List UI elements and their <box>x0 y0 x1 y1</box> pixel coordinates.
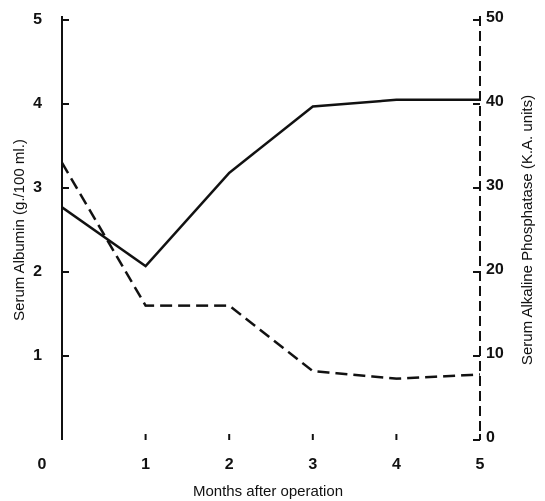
y-tick-label: 5 <box>33 11 42 28</box>
y2-tick-label: 20 <box>486 261 504 278</box>
y-axis-label: Serum Albumin (g./100 ml.) <box>11 139 28 321</box>
x-tick-label: 3 <box>308 456 317 473</box>
y2-axis-label: Serum Alkaline Phosphatase (K.A. units) <box>519 95 536 365</box>
x-tick-label: 2 <box>225 456 234 473</box>
y-tick-label: 2 <box>33 263 42 280</box>
y-tick-label: 3 <box>33 179 42 196</box>
y-tick-label: 4 <box>33 95 42 112</box>
x-tick-label: 1 <box>141 456 150 473</box>
y-tick-label: 1 <box>33 347 42 364</box>
y2-tick-label: 50 <box>486 9 504 26</box>
y2-tick-label: 30 <box>486 177 504 194</box>
y2-tick-label: 40 <box>486 93 504 110</box>
x-axis-label: Months after operation <box>193 483 343 500</box>
line <box>61 98 480 268</box>
x-tick-label: 5 <box>476 456 485 473</box>
y2-tick-label: 10 <box>486 345 504 362</box>
y2-tick-label: 0 <box>486 429 495 446</box>
x-tick-label: 4 <box>392 456 401 473</box>
x-tick-label: 0 <box>38 456 47 473</box>
line <box>60 162 481 380</box>
